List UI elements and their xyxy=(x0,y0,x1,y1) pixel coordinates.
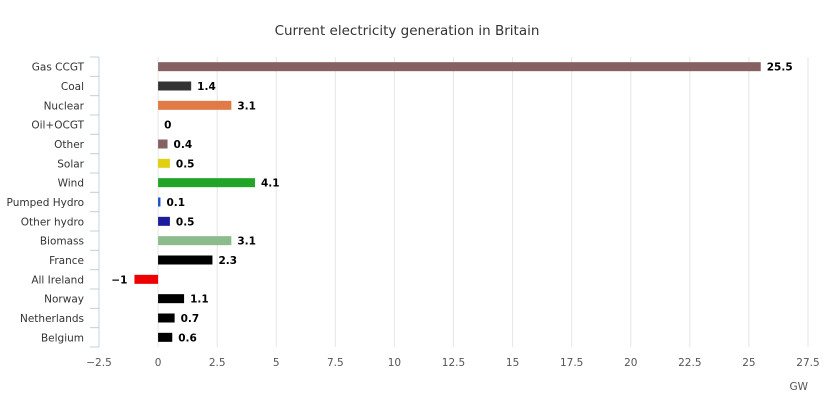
x-tick-label: 10 xyxy=(388,357,401,369)
bar[interactable] xyxy=(158,313,175,323)
bar[interactable] xyxy=(158,158,170,168)
category-label: Other xyxy=(54,139,84,151)
bar[interactable] xyxy=(158,294,185,304)
bar[interactable] xyxy=(158,332,173,342)
x-tick-label: 15 xyxy=(506,357,519,369)
y-axis: Gas CCGT Coal Nuclear Oil+OCGT Other Solar Win… xyxy=(7,56,100,348)
category-label: Netherlands xyxy=(20,313,84,325)
data-label: 1.4 xyxy=(197,81,216,93)
category-label: Solar xyxy=(57,158,84,170)
bar[interactable] xyxy=(158,255,213,265)
data-label: 0.1 xyxy=(166,197,185,209)
data-labels: 25.51.43.100.40.54.10.10.53.12.3−11.10.7… xyxy=(111,62,792,345)
x-tick-label: 20 xyxy=(624,357,637,369)
category-label: Wind xyxy=(58,178,84,190)
x-axis-label: GW xyxy=(789,381,808,393)
category-label: All Ireland xyxy=(31,274,84,286)
x-tick-label: 27.5 xyxy=(796,357,819,369)
category-label: Norway xyxy=(44,294,84,306)
category-label: Gas CCGT xyxy=(32,62,85,74)
data-label: −1 xyxy=(111,274,127,286)
data-label: 3.1 xyxy=(237,236,256,248)
bar[interactable] xyxy=(158,100,232,110)
category-label: Coal xyxy=(61,81,84,93)
x-tick-label: 0 xyxy=(155,357,162,369)
bar[interactable] xyxy=(158,178,255,188)
x-tick-label: −2.5 xyxy=(86,357,112,369)
bar[interactable] xyxy=(158,216,170,226)
category-label: Nuclear xyxy=(44,100,85,112)
category-label: Oil+OCGT xyxy=(31,120,84,132)
data-label: 0.5 xyxy=(176,158,195,170)
data-label: 2.3 xyxy=(218,255,237,267)
bar[interactable] xyxy=(158,236,232,246)
category-label: Pumped Hydro xyxy=(7,197,84,209)
data-label: 4.1 xyxy=(261,178,280,190)
category-label: Biomass xyxy=(40,236,84,248)
data-label: 0.4 xyxy=(174,139,193,151)
x-axis-ticks: −2.5 0 2.5 5 7.5 10 12.5 15 17.5 20 22.5 25 27.5 xyxy=(86,357,819,369)
bar[interactable] xyxy=(158,139,168,149)
x-tick-label: 22.5 xyxy=(678,357,701,369)
category-label: Other hydro xyxy=(21,216,84,228)
data-label: 0.6 xyxy=(178,332,197,344)
x-tick-label: 7.5 xyxy=(327,357,344,369)
chart-title: Current electricity generation in Britai… xyxy=(275,23,540,39)
category-label: France xyxy=(49,255,84,267)
bar[interactable] xyxy=(158,197,161,207)
bar[interactable] xyxy=(134,274,159,284)
bars xyxy=(134,62,761,342)
data-label: 0.7 xyxy=(181,313,200,325)
bar[interactable] xyxy=(158,62,761,72)
data-label: 0.5 xyxy=(176,216,195,228)
data-label: 1.1 xyxy=(190,294,209,306)
bar[interactable] xyxy=(158,81,192,91)
data-label: 3.1 xyxy=(237,100,256,112)
data-label: 0 xyxy=(164,120,171,132)
category-label: Belgium xyxy=(41,332,84,344)
x-tick-label: 25 xyxy=(742,357,755,369)
x-tick-label: 2.5 xyxy=(209,357,226,369)
data-label: 25.5 xyxy=(767,62,793,74)
x-tick-label: 17.5 xyxy=(560,357,583,369)
x-tick-label: 5 xyxy=(273,357,280,369)
x-tick-label: 12.5 xyxy=(442,357,465,369)
